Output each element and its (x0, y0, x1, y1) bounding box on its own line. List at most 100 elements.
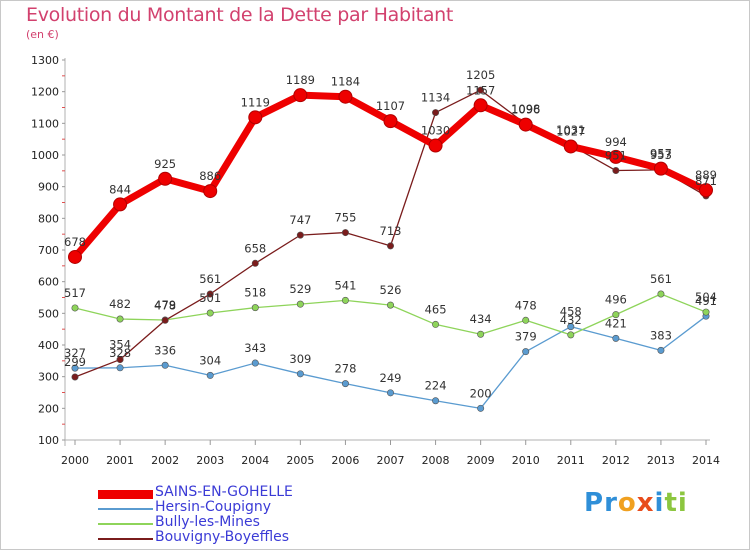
data-point (428, 138, 443, 153)
data-point (477, 404, 485, 412)
data-point (71, 304, 79, 312)
data-label: 496 (605, 293, 627, 307)
x-tick-label: 2005 (286, 454, 314, 467)
data-label: 379 (515, 330, 537, 344)
legend-swatch (98, 538, 153, 540)
chart-unit: (en €) (26, 28, 59, 41)
y-tick-label: 700 (38, 244, 59, 257)
logo-letter: P (584, 488, 605, 518)
data-point (653, 161, 668, 176)
y-tick-label: 500 (38, 307, 59, 320)
data-label: 224 (425, 379, 447, 393)
data-label: 1157 (466, 83, 495, 97)
data-label: 249 (380, 371, 402, 385)
data-label: 529 (289, 282, 311, 296)
data-label: 526 (380, 283, 402, 297)
data-point (612, 311, 620, 319)
data-label: 1134 (421, 91, 450, 105)
data-point (296, 231, 304, 239)
legend-swatch (98, 508, 153, 510)
x-tick-label: 2012 (602, 454, 630, 467)
data-label: 432 (560, 313, 582, 327)
legend-label: SAINS-EN-GOHELLE (155, 484, 293, 500)
data-point (251, 359, 259, 367)
data-point (161, 361, 169, 369)
legend-swatch (98, 523, 153, 525)
data-point (702, 308, 710, 316)
data-label: 889 (695, 168, 717, 182)
data-label: 465 (425, 302, 447, 316)
legend-label: Hersin-Coupigny (155, 499, 272, 515)
data-label: 309 (289, 352, 311, 366)
logo-letter: t (664, 488, 678, 518)
data-point (68, 249, 82, 264)
logo-letter: r (604, 488, 618, 518)
data-point (113, 197, 128, 212)
x-tick-label: 2010 (512, 454, 540, 467)
x-tick-label: 2002 (151, 454, 179, 467)
data-label: 504 (695, 290, 717, 304)
data-label: 343 (244, 341, 266, 355)
y-tick-label: 1000 (31, 149, 59, 162)
data-point (341, 229, 349, 237)
data-point (386, 301, 394, 309)
x-tick-label: 2009 (467, 454, 495, 467)
data-point (293, 88, 308, 103)
data-label: 421 (605, 316, 627, 330)
y-tick-label: 300 (38, 371, 59, 384)
logo-letter: i (654, 488, 665, 518)
data-label: 518 (244, 286, 266, 300)
data-label: 1205 (466, 68, 495, 82)
data-label: 1098 (511, 102, 540, 116)
data-point (567, 323, 575, 331)
data-label: 747 (289, 213, 311, 227)
data-label: 458 (560, 305, 582, 319)
data-point (518, 117, 533, 132)
x-tick-label: 2013 (647, 454, 675, 467)
y-tick-label: 1200 (31, 86, 59, 99)
data-point (296, 370, 304, 378)
data-label: 994 (605, 135, 627, 149)
x-tick-label: 2014 (692, 454, 720, 467)
data-label: 1031 (556, 123, 585, 137)
data-point (341, 380, 349, 388)
data-point (386, 242, 394, 250)
logo-letter: x (636, 488, 655, 518)
data-label: 561 (199, 272, 221, 286)
data-point (473, 98, 488, 113)
data-point (612, 334, 620, 342)
data-label: 354 (109, 338, 131, 352)
y-tick-label: 1100 (31, 117, 59, 130)
data-point (432, 109, 440, 117)
data-point (522, 348, 530, 356)
data-label: 1027 (556, 124, 585, 138)
data-point (432, 320, 440, 328)
data-label: 1184 (331, 75, 360, 89)
x-tick-label: 2007 (377, 454, 405, 467)
x-tick-label: 2006 (331, 454, 359, 467)
y-tick-label: 100 (38, 434, 59, 447)
x-tick-label: 2000 (61, 454, 89, 467)
data-label: 478 (515, 298, 537, 312)
data-point (567, 331, 575, 339)
proxiti-logo: Proxiti (584, 488, 688, 518)
data-point (206, 309, 214, 317)
data-label: 871 (695, 174, 717, 188)
data-label: 482 (109, 297, 131, 311)
data-label: 1119 (241, 95, 270, 109)
legend-label: Bouvigny-Boyeffles (155, 529, 290, 545)
data-point (386, 389, 394, 397)
data-point (116, 364, 124, 372)
data-label: 953 (650, 148, 672, 162)
data-point (477, 86, 485, 94)
logo-letter: i (677, 488, 688, 518)
data-label: 541 (334, 278, 356, 292)
data-label: 327 (64, 346, 86, 360)
data-point (116, 356, 124, 364)
y-tick-label: 800 (38, 212, 59, 225)
data-label: 713 (380, 224, 402, 238)
data-point (522, 316, 530, 324)
data-label: 278 (334, 362, 356, 376)
data-label: 328 (109, 346, 131, 360)
